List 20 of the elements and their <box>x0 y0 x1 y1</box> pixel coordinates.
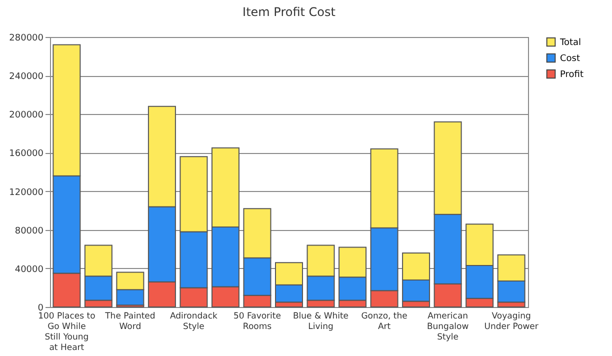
legend-label: Profit <box>560 70 584 80</box>
legend-label: Cost <box>560 54 580 64</box>
y-tick-label: 240000 <box>9 72 44 82</box>
x-tick-label: Blue & White Living <box>292 312 349 332</box>
y-tick-label: 40000 <box>14 264 44 275</box>
x-tick-label: Voyaging Under Power <box>484 312 539 332</box>
x-tick-label: Gonzo, the Art <box>361 312 408 332</box>
x-tick-label: The Painted Word <box>104 312 156 332</box>
y-tick-label: 200000 <box>9 110 44 121</box>
y-tick-label: 160000 <box>9 149 44 160</box>
x-tick-label: 50 Favorite Rooms <box>233 312 281 332</box>
y-tick-label: 80000 <box>14 226 44 236</box>
y-tick-label: 280000 <box>9 34 44 44</box>
y-tick-label: 120000 <box>9 188 44 198</box>
x-tick-label: 100 Places to Go While Still Young at Heart <box>38 312 96 353</box>
y-tick-label: 0 <box>38 304 44 314</box>
legend-label: Total <box>559 38 582 48</box>
chart-title: Item Profit Cost <box>242 5 336 19</box>
x-tick-label: Adirondack Style <box>170 312 218 332</box>
x-tick-label: American Bungalow Style <box>426 312 469 342</box>
